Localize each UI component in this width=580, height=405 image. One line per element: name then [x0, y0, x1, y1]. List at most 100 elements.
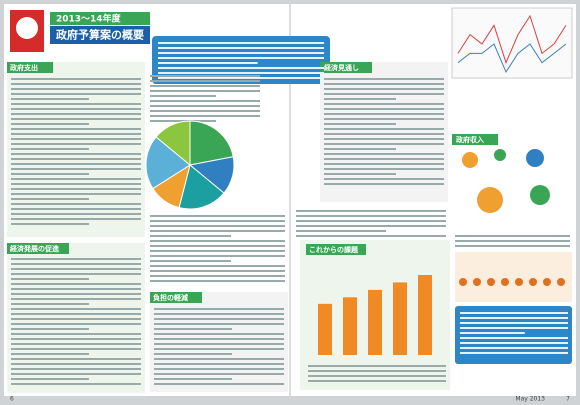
- issue: May 2013: [515, 396, 545, 403]
- year-band: [50, 12, 150, 25]
- person-icon: [529, 278, 537, 286]
- text-line: [154, 373, 284, 375]
- text-line: [11, 138, 141, 140]
- section-title: これからの課題: [309, 245, 359, 254]
- text-line: [324, 98, 396, 100]
- line-series: [457, 43, 567, 74]
- text-line: [324, 133, 444, 135]
- text-line: [150, 95, 216, 97]
- text-line: [150, 100, 260, 102]
- text-line: [11, 198, 89, 200]
- text-line: [11, 348, 141, 350]
- text-line: [324, 78, 444, 80]
- text-line: [324, 183, 444, 185]
- title: 政府予算案の概要: [56, 28, 144, 42]
- text-line: [158, 42, 324, 44]
- revenue-bubble: [494, 149, 506, 161]
- text-line: [11, 273, 141, 275]
- text-line: [154, 358, 284, 360]
- text-line: [154, 378, 232, 380]
- text-line: [11, 383, 141, 385]
- text-line: [11, 128, 141, 130]
- text-line: [154, 323, 284, 325]
- text-line: [324, 143, 444, 145]
- person-icon: [501, 278, 509, 286]
- title-band: [50, 26, 150, 44]
- text-line: [11, 318, 141, 320]
- person-icon: [557, 278, 565, 286]
- section-title: 政府支出: [10, 63, 38, 72]
- text-line: [11, 343, 141, 345]
- revenue-bubble: [530, 185, 550, 205]
- text-line: [11, 208, 141, 210]
- person-icon: [543, 278, 551, 286]
- text-line: [11, 308, 141, 310]
- text-line: [150, 110, 260, 112]
- text-line: [11, 363, 141, 365]
- section-title: 経済発展の促進: [10, 244, 59, 253]
- text-line: [455, 240, 570, 242]
- text-line: [154, 313, 284, 315]
- text-line: [154, 363, 284, 365]
- section-title: 政府収入: [456, 135, 484, 144]
- text-line: [150, 250, 285, 252]
- person-icon: [515, 278, 523, 286]
- text-line: [308, 380, 446, 382]
- text-line: [11, 83, 141, 85]
- text-line: [11, 118, 141, 120]
- text-line: [460, 317, 568, 319]
- text-line: [11, 268, 141, 270]
- text-line: [296, 235, 446, 237]
- text-line: [11, 173, 89, 175]
- text-line: [11, 323, 141, 325]
- text-line: [150, 230, 285, 232]
- text-line: [11, 358, 141, 360]
- text-line: [158, 77, 324, 79]
- pie-slice: [189, 120, 234, 166]
- text-line: [460, 322, 568, 324]
- text-line: [324, 123, 396, 125]
- text-line: [324, 83, 444, 85]
- text-line: [460, 312, 568, 314]
- text-line: [150, 270, 285, 272]
- text-line: [324, 163, 444, 165]
- revenue-bubble: [477, 187, 503, 213]
- line-series: [457, 14, 567, 65]
- text-line: [460, 327, 568, 329]
- text-line: [324, 138, 444, 140]
- people-box: [455, 252, 572, 302]
- text-line: [11, 133, 141, 135]
- text-line: [11, 288, 141, 290]
- text-line: [11, 193, 141, 195]
- text-line: [11, 368, 141, 370]
- text-line: [154, 333, 284, 335]
- text-line: [460, 332, 525, 334]
- text-line: [150, 90, 260, 92]
- pie-slice: [178, 164, 225, 210]
- bar: [418, 275, 432, 355]
- text-line: [154, 383, 284, 385]
- text-line: [324, 148, 396, 150]
- text-line: [11, 293, 141, 295]
- text-line: [11, 143, 141, 145]
- text-line: [150, 75, 260, 77]
- text-line: [324, 118, 444, 120]
- text-line: [154, 338, 284, 340]
- text-line: [150, 115, 260, 117]
- text-line: [150, 105, 260, 107]
- note-box: [455, 306, 572, 364]
- text-line: [11, 213, 141, 215]
- pie-slice: [145, 136, 191, 190]
- text-line: [150, 220, 285, 222]
- text-line: [11, 98, 89, 100]
- text-line: [11, 313, 141, 315]
- text-line: [158, 67, 324, 69]
- text-line: [460, 342, 568, 344]
- text-line: [150, 255, 285, 257]
- text-line: [150, 85, 260, 87]
- section-header: [452, 134, 498, 145]
- text-line: [324, 93, 444, 95]
- relief-box: [150, 292, 288, 392]
- text-line: [296, 225, 446, 227]
- text-line: [154, 348, 284, 350]
